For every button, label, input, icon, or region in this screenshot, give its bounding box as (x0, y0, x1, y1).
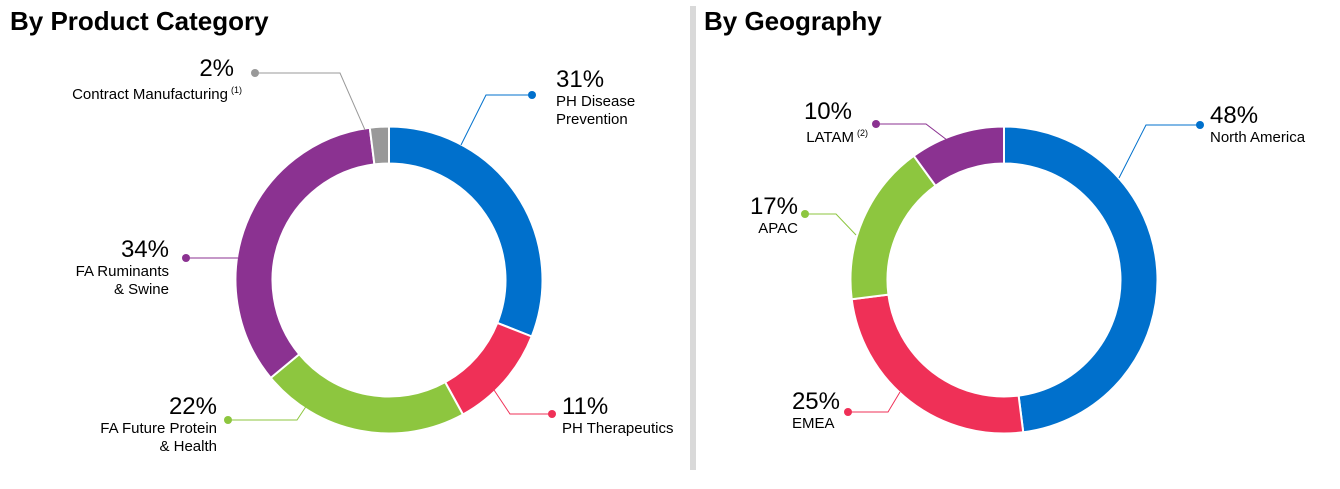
chart-title: By Geography (704, 6, 882, 36)
slice-name: PH Disease (556, 93, 636, 110)
leader-line (228, 404, 308, 421)
label-apac: 17% APAC (749, 193, 798, 238)
leader-line (848, 391, 901, 413)
slice-pct: 11% (562, 393, 609, 420)
slice-pct: 34% (120, 236, 169, 263)
leader-dot (801, 210, 809, 218)
label-fa-future-protein: 22% FA Future Protein & Health (100, 393, 217, 456)
leader-dot (528, 91, 536, 99)
slice-name: FA Ruminants (75, 263, 169, 280)
donut-slice-apac (849, 154, 937, 301)
slice-name: LATAM (806, 129, 854, 146)
label-contract-manufacturing: 2% Contract Manufacturing (1) (72, 55, 242, 104)
slice-name: North America (1210, 129, 1306, 146)
donut-slice-ph-therapeutics (443, 321, 534, 416)
label-emea: 25% EMEA (791, 388, 840, 433)
geography-donut (801, 120, 1204, 435)
label-ph-disease-prevention: 31% PH Disease Prevention (556, 66, 636, 129)
slice-name: FA Future Protein (100, 420, 217, 437)
geography-panel: By Geography 48% North America 25% EMEA … (698, 0, 1340, 489)
leader-dot (224, 416, 232, 424)
slice-name: EMEA (791, 415, 835, 432)
label-latam: 10% LATAM (2) (803, 98, 868, 147)
leader-line (805, 213, 857, 236)
label-fa-ruminants-swine: 34% FA Ruminants & Swine (75, 236, 169, 299)
leader-line (255, 72, 366, 131)
slice-pct: 48% (1210, 102, 1259, 129)
slice-pct: 31% (556, 66, 605, 93)
product-category-panel: By Product Category 31% PH Disease Preve… (10, 6, 674, 456)
slice-name: PH Therapeutics (562, 420, 674, 437)
footnote-marker: (2) (857, 128, 868, 138)
leader-dot (872, 120, 880, 128)
panel-divider (690, 6, 696, 470)
slice-pct: 2% (199, 55, 234, 82)
slice-name: & Swine (113, 281, 169, 298)
donut-slice-ph-disease-prevention (388, 125, 544, 338)
slice-name: & Health (159, 438, 217, 455)
donut-slice-latam (912, 125, 1005, 188)
donut-slice-north-america (1003, 125, 1159, 434)
leader-dot (182, 254, 190, 262)
leader-line (1118, 124, 1200, 179)
donut-slice-fa-future-protein-health (269, 352, 465, 435)
leader-line (876, 123, 948, 141)
slice-name: APAC (758, 220, 798, 237)
leader-dot (844, 408, 852, 416)
slice-pct: 17% (749, 193, 798, 220)
slice-name: Contract Manufacturing (72, 86, 228, 103)
slice-pct: 25% (791, 388, 840, 415)
product-category-donut (182, 69, 556, 435)
donut-slice-contract-manufacturing (368, 125, 390, 166)
slice-name: Prevention (556, 111, 628, 128)
label-ph-therapeutics: 11% PH Therapeutics (562, 393, 674, 438)
slice-pct: 22% (168, 393, 217, 420)
leader-dot (251, 69, 259, 77)
leader-line (493, 389, 552, 415)
footnote-marker: (1) (231, 85, 242, 95)
leader-line (460, 94, 532, 146)
label-north-america: 48% North America (1210, 102, 1306, 147)
leader-dot (548, 410, 556, 418)
leader-dot (1196, 121, 1204, 129)
donut-slice-emea (850, 293, 1025, 435)
donut-slice-fa-ruminants-swine (234, 126, 376, 380)
chart-title: By Product Category (10, 6, 269, 36)
slice-pct: 10% (803, 98, 852, 125)
